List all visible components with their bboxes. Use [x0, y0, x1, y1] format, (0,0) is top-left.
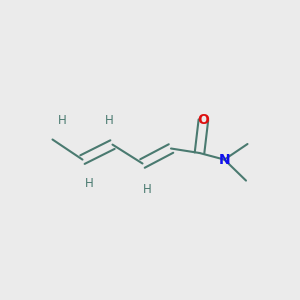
Text: O: O — [197, 113, 209, 127]
Text: H: H — [142, 183, 152, 196]
Text: H: H — [58, 113, 67, 127]
Text: N: N — [219, 153, 230, 166]
Text: H: H — [85, 177, 94, 190]
Text: H: H — [104, 114, 113, 127]
